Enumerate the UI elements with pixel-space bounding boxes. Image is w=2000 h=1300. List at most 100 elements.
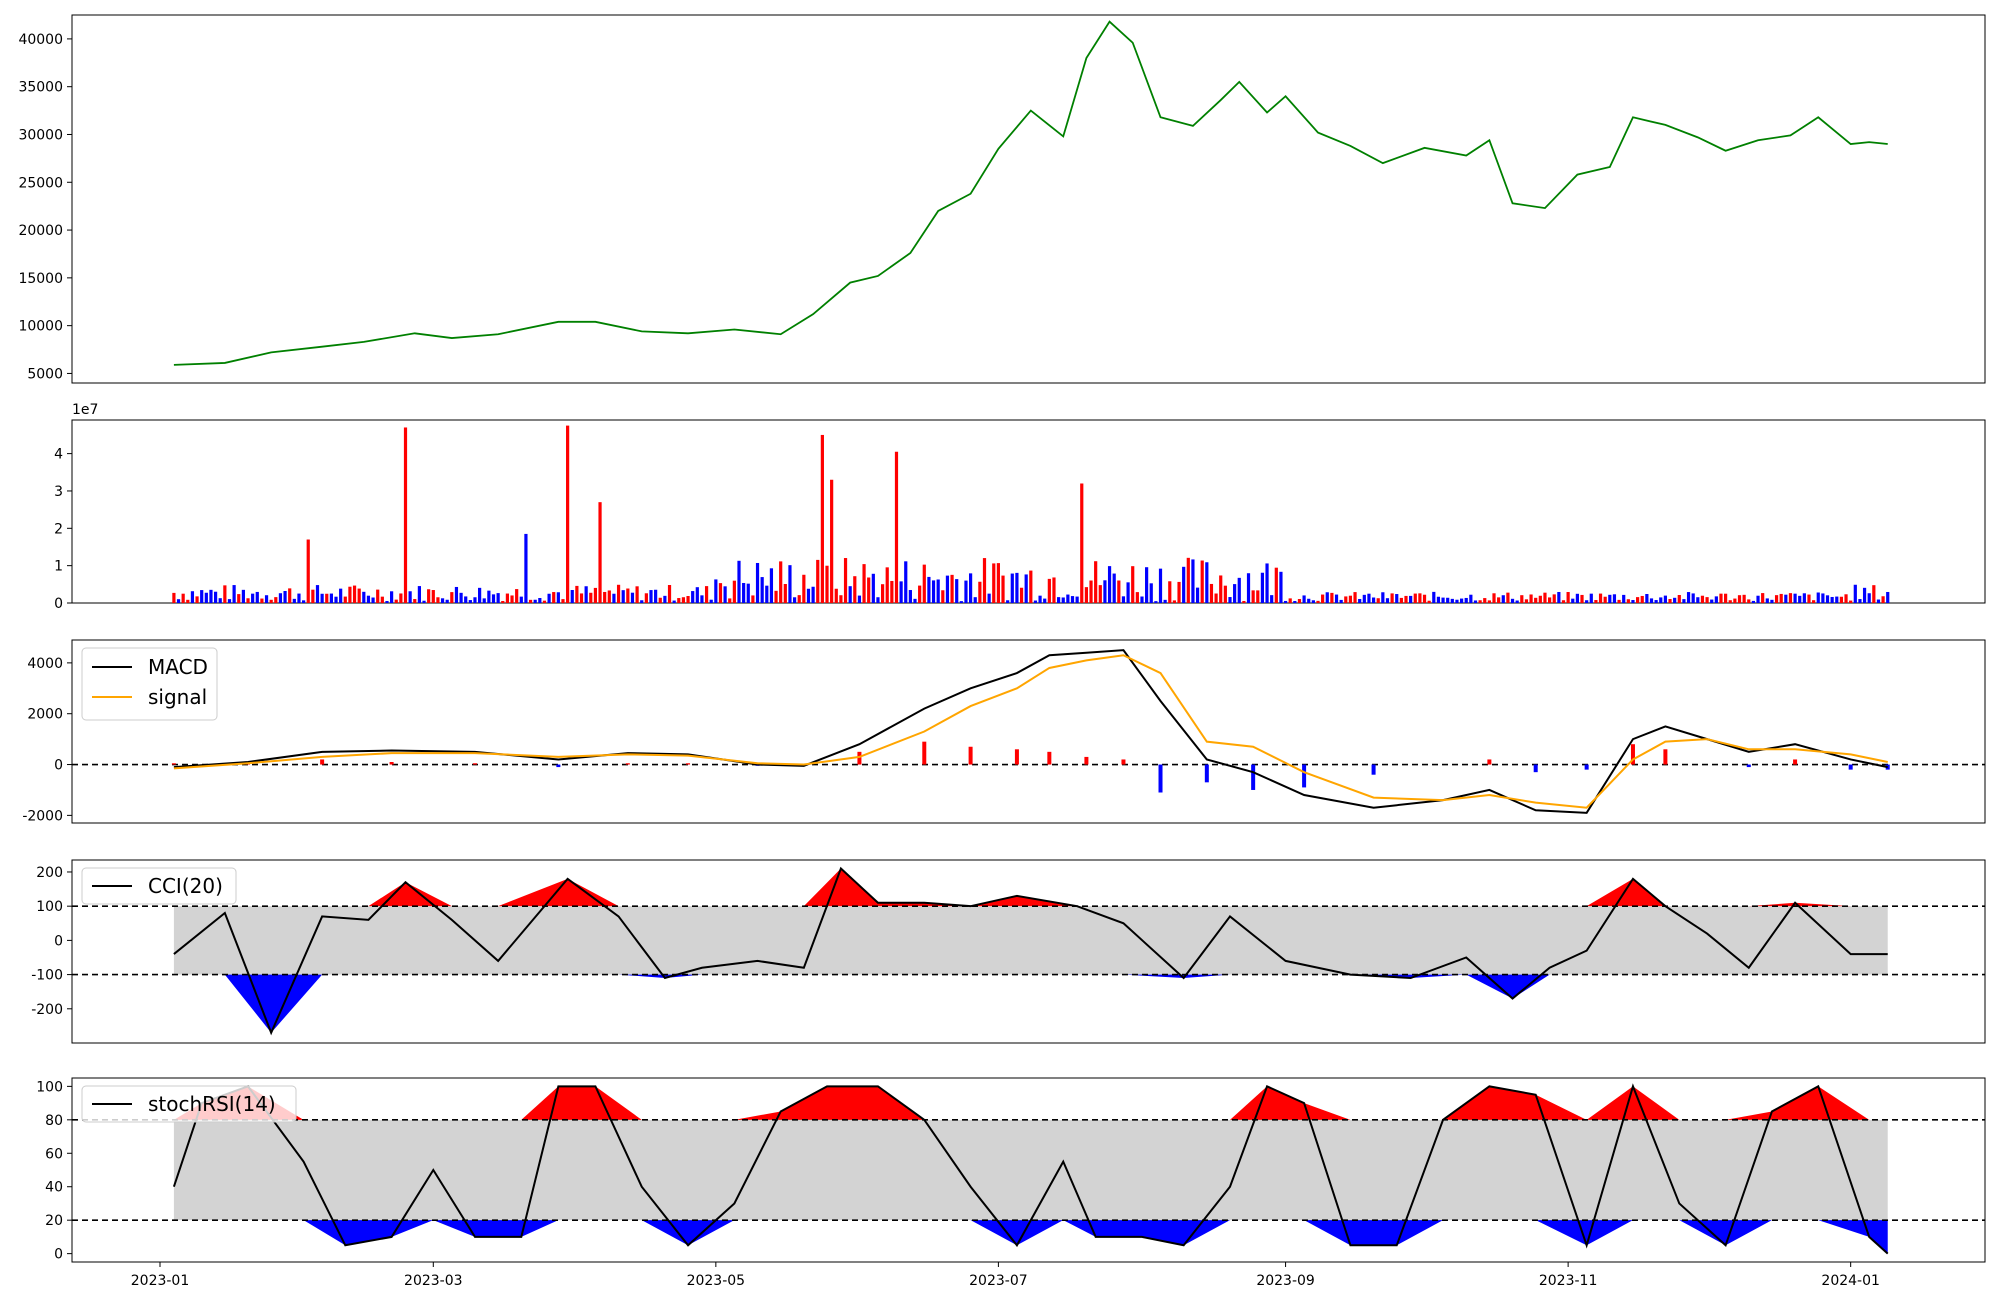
volume-bar [334, 596, 338, 603]
volume-bar [1436, 596, 1441, 603]
y-tick-label: 200 [36, 865, 63, 881]
histogram-bar [1302, 764, 1307, 788]
volume-bar [241, 589, 245, 603]
volume-bar [686, 595, 690, 603]
volume-bar [1478, 600, 1482, 603]
volume-bar [603, 591, 607, 603]
volume-bar [1886, 591, 1890, 603]
volume-bar [843, 558, 848, 603]
volume-bar [1390, 593, 1394, 603]
volume-bar [172, 592, 176, 603]
volume-bar [1422, 594, 1427, 603]
volume-bar [616, 584, 621, 603]
volume-bar [862, 564, 866, 603]
y-tick-label: 4 [54, 447, 63, 463]
volume-bar [1348, 595, 1353, 603]
volume-bar [654, 589, 658, 603]
volume-bar [644, 593, 648, 603]
volume-bar [955, 579, 959, 603]
volume-bar [1543, 592, 1547, 603]
histogram-bar [625, 763, 630, 765]
volume-bar [181, 593, 185, 603]
volume-bar [1867, 593, 1871, 603]
volume-bar [806, 588, 811, 603]
volume-bar [714, 579, 718, 603]
volume-bar [918, 585, 922, 603]
volume-bar [1223, 585, 1227, 603]
volume-bar [1052, 577, 1056, 603]
histogram-bar [1204, 764, 1209, 783]
volume-bar [718, 583, 723, 603]
oscillator-legend: stochRSI(14) [81, 1085, 297, 1123]
volume-bar [732, 580, 736, 603]
histogram-bar [1251, 764, 1256, 790]
volume-bar [1756, 595, 1760, 603]
volume-bar [834, 588, 838, 603]
volume-bar [1538, 595, 1542, 603]
volume-bar [1103, 580, 1107, 603]
volume-bar [1761, 593, 1765, 603]
volume-bar [1784, 594, 1788, 603]
volume-bar [1668, 599, 1672, 603]
legend-label: stochRSI(14) [148, 1092, 276, 1116]
volume-bar [723, 586, 727, 603]
volume-bar [1283, 600, 1288, 603]
volume-bar [1459, 598, 1464, 603]
volume-bar [1334, 594, 1339, 603]
legend-label-signal: signal [148, 685, 207, 709]
volume-bar [1339, 599, 1343, 603]
volume-bar [598, 502, 602, 603]
volume-bar [857, 595, 862, 603]
volume-bar [1270, 595, 1274, 603]
volume-bar [1367, 593, 1371, 603]
volume-bar [1520, 595, 1524, 603]
volume-bar [408, 591, 412, 603]
volume-bar [839, 595, 843, 603]
volume-bar [1321, 594, 1325, 603]
volume-bar [1571, 598, 1575, 603]
volume-bar [570, 590, 574, 603]
volume-bar [1288, 598, 1292, 603]
volume-bar [515, 589, 519, 603]
volume-bar [853, 576, 857, 603]
volume-bar [1821, 593, 1825, 603]
y-tick-label: 2000 [27, 707, 63, 723]
y-tick-label: 30000 [18, 127, 63, 143]
volume-bar [1649, 598, 1654, 603]
y-tick-label: 100 [36, 899, 63, 915]
volume-bar [1246, 573, 1251, 603]
volume-bar [315, 585, 320, 603]
volume-bar [1779, 593, 1783, 603]
volume-bar [742, 582, 746, 603]
volume-bar [1719, 593, 1723, 603]
volume-bar [982, 558, 987, 603]
y-tick-label: 35000 [18, 80, 63, 96]
volume-bar [584, 586, 588, 603]
volume-bar [663, 595, 667, 603]
volume-bar [1131, 566, 1135, 603]
volume-bar [1293, 601, 1297, 603]
volume-bar [1070, 596, 1075, 603]
y-tick-label: 20000 [18, 223, 63, 239]
volume-bar [922, 564, 926, 603]
volume-bar [1237, 577, 1241, 603]
volume-bar [311, 589, 315, 603]
volume-bar [264, 595, 269, 603]
oversold-fill [173, 1220, 1888, 1254]
volume-bar [1497, 597, 1501, 603]
volume-bar [1812, 600, 1816, 603]
volume-bar [621, 590, 625, 603]
volume-bar [510, 595, 514, 603]
oscillator-legend: CCI(20) [81, 867, 237, 905]
volume-bar [1061, 597, 1065, 603]
volume-bar [1260, 572, 1265, 603]
volume-bar [292, 598, 296, 603]
volume-bar [468, 600, 472, 603]
volume-bar [658, 597, 662, 603]
volume-bar [385, 601, 389, 603]
volume-bar [779, 561, 783, 603]
volume-bar [1047, 578, 1051, 603]
volume-bar [667, 585, 672, 603]
volume-bar [1205, 562, 1209, 603]
